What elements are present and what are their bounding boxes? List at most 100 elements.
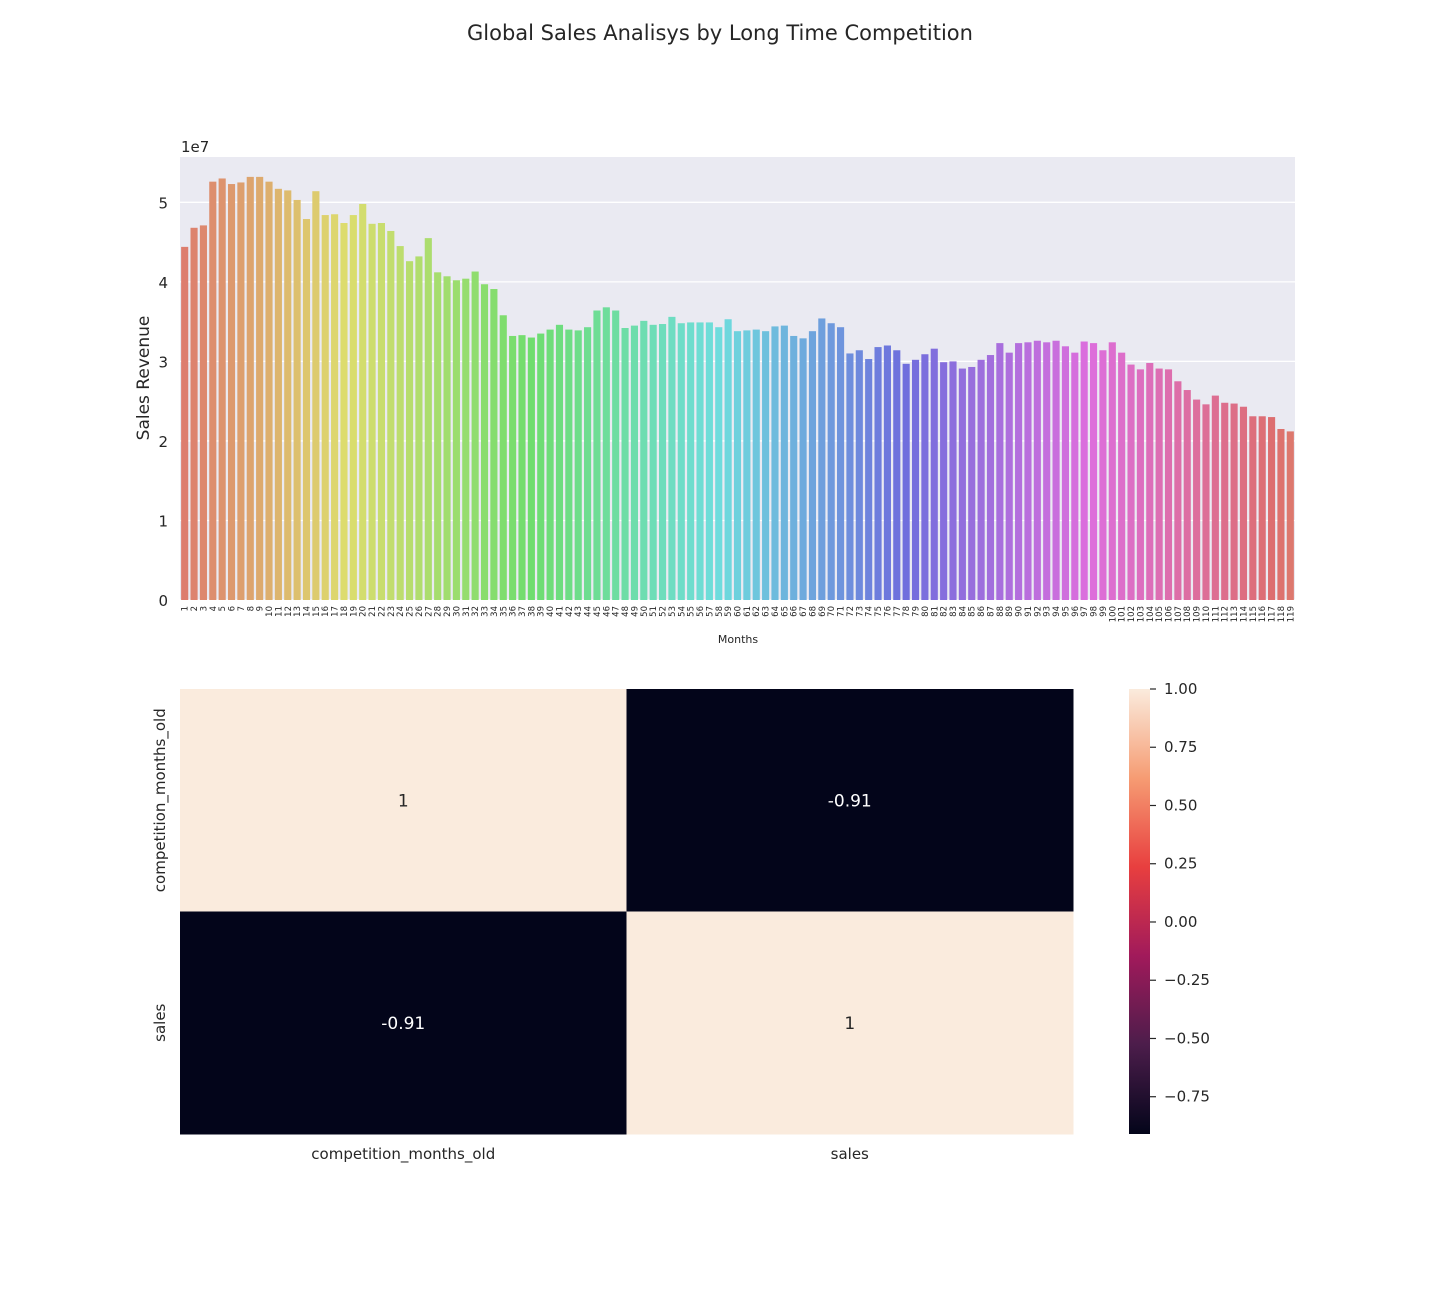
bar	[302, 219, 311, 601]
bar	[949, 361, 957, 600]
heatmap-cell	[180, 689, 627, 912]
bar	[312, 191, 320, 600]
x-tick-label: 82	[940, 606, 950, 617]
x-tick-label: 26	[415, 606, 425, 617]
x-tick-label: 41	[555, 606, 565, 617]
x-tick-label: 95	[1061, 606, 1071, 617]
bar	[1146, 362, 1154, 600]
x-tick-label: 45	[593, 606, 603, 617]
bar	[256, 176, 264, 600]
x-tick-label: 113	[1230, 606, 1240, 622]
bar	[649, 324, 657, 600]
bars	[181, 176, 1294, 601]
y-tick-label: 4	[158, 274, 168, 292]
x-tick-label: 93	[1043, 606, 1053, 617]
bar	[340, 223, 348, 600]
bar	[808, 331, 817, 600]
heatmap-annotation: 1	[844, 1014, 855, 1034]
bar	[462, 278, 470, 600]
bar	[1118, 352, 1126, 600]
x-tick-label: 57	[705, 606, 715, 617]
bar	[752, 329, 760, 600]
bar	[790, 335, 798, 600]
x-tick-label: 66	[790, 606, 800, 617]
bar	[1211, 395, 1219, 600]
x-tick-label: 63	[762, 606, 772, 617]
x-tick-label: 62	[752, 606, 762, 617]
x-tick-label: 88	[996, 606, 1006, 617]
x-tick-label: 11	[274, 606, 284, 617]
bar	[480, 284, 489, 600]
bar	[546, 329, 554, 600]
bar	[986, 355, 995, 600]
bar	[1174, 381, 1182, 600]
x-tick-label: 100	[1108, 606, 1118, 622]
x-tick-label: 23	[387, 606, 397, 617]
y-axis-label: Sales Revenue	[134, 316, 154, 441]
x-tick-label: 22	[377, 606, 387, 617]
x-tick-label: 19	[349, 606, 359, 617]
x-tick-label: 72	[846, 606, 856, 617]
x-tick-label: 75	[874, 606, 884, 617]
bar	[434, 272, 442, 600]
x-tick-label: 13	[293, 606, 303, 617]
bar	[1080, 341, 1088, 600]
bar	[1286, 431, 1294, 600]
bar	[349, 215, 357, 600]
bar	[865, 359, 873, 600]
bar	[509, 335, 517, 600]
x-tick-label: 64	[771, 606, 781, 617]
bar	[602, 307, 610, 600]
x-tick-label: 25	[406, 606, 416, 617]
heatmap-annotation: 1	[398, 791, 409, 811]
heatmap-annotation: -0.91	[828, 791, 872, 811]
x-tick-label: 79	[912, 606, 922, 617]
x-tick-label: 32	[471, 606, 481, 617]
bar	[677, 323, 685, 600]
bar	[1052, 340, 1060, 600]
bar	[1239, 406, 1248, 600]
heatmap-cell	[626, 689, 1074, 912]
colorbar-tick-label: 1.00	[1164, 680, 1197, 698]
x-tick-label: 114	[1239, 606, 1249, 622]
x-tick-label: 86	[977, 606, 987, 617]
colorbar-scale	[1129, 689, 1150, 1134]
x-tick-label: 83	[949, 606, 959, 617]
bar	[883, 345, 891, 600]
bar	[405, 261, 414, 600]
heatmap-y-label: sales	[151, 1003, 169, 1041]
x-tick-label: 117	[1268, 606, 1278, 622]
bar	[237, 182, 245, 600]
x-tick-label: 53	[668, 606, 678, 617]
x-tick-label: 65	[780, 606, 790, 617]
bar	[593, 310, 601, 600]
x-tick-label: 91	[1024, 606, 1034, 617]
x-tick-label: 49	[630, 606, 640, 617]
x-tick-label: 31	[462, 606, 472, 617]
bar	[1099, 350, 1107, 600]
x-tick-label: 71	[837, 606, 847, 617]
bar	[940, 362, 948, 600]
x-tick-label: 97	[1080, 606, 1090, 617]
heatmap-cells	[180, 689, 1074, 1135]
bar	[565, 329, 573, 600]
bar	[227, 184, 236, 600]
bar	[1230, 403, 1238, 600]
x-tick-label: 21	[368, 606, 378, 617]
y-tick-label: 5	[158, 194, 168, 212]
x-tick-label: 7	[237, 606, 247, 611]
x-tick-label: 55	[687, 606, 697, 617]
x-tick-label: 104	[1146, 606, 1156, 622]
x-tick-label: 24	[396, 606, 406, 617]
bar	[846, 353, 854, 600]
x-tick-label: 17	[331, 606, 341, 617]
bar	[996, 343, 1004, 600]
x-tick-label: 30	[452, 606, 462, 617]
colorbar-tick-label: 0.50	[1164, 796, 1197, 814]
x-tick-label: 116	[1258, 606, 1268, 622]
x-tick-label: 87	[986, 606, 996, 617]
bar	[1024, 342, 1032, 600]
bar	[818, 318, 826, 600]
x-tick-label: 27	[424, 606, 434, 617]
